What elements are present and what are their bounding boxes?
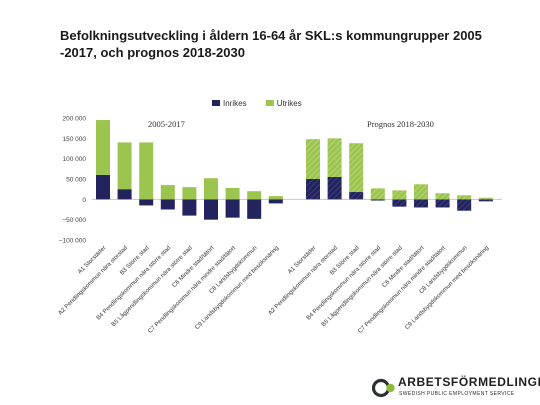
bar-inrikes — [392, 199, 407, 207]
logo-mark-icon — [372, 378, 395, 398]
bar-inrikes — [225, 199, 240, 218]
bar-inrikes — [247, 199, 262, 219]
stacked-bar-chart: 200 000 150 000 100 000 50 000 0 −50 000 −100 … — [58, 99, 502, 335]
y-tick-label: −100 000 — [59, 238, 87, 245]
bar-inrikes — [414, 199, 428, 208]
category-label: B5 Lågpendlingskommun nära större stad — [320, 244, 404, 328]
panel-label: Prognos 2018-2030 — [367, 119, 434, 129]
bar-utrikes — [435, 193, 450, 200]
bar-utrikes — [478, 197, 493, 200]
y-tick-label: 200 000 — [63, 116, 87, 123]
bar-utrikes — [160, 185, 175, 200]
category-label: C6 Mindre stad/tätort — [382, 245, 426, 289]
bar-inrikes — [478, 199, 493, 202]
y-tick-label: 150 000 — [63, 136, 87, 143]
bar-inrikes — [435, 199, 450, 208]
bar-utrikes — [182, 187, 197, 200]
category-label: C9 Landsbygdskommun med besöksnäring — [404, 245, 490, 331]
bar-inrikes — [182, 199, 197, 216]
bar-utrikes — [349, 143, 364, 193]
logo-tagline: SWEDISH PUBLIC EMPLOYMENT SERVICE — [399, 391, 515, 397]
bar-utrikes — [139, 142, 154, 200]
category-label: C6 Mindre stad/tätort — [172, 245, 216, 289]
logo-name: ARBETSFÖRMEDLINGEN — [398, 375, 540, 389]
bar-inrikes — [160, 199, 175, 210]
bar-utrikes — [96, 120, 110, 175]
bar-inrikes — [327, 176, 342, 200]
arbetsformedlingen-logo: ARBETSFÖRMEDLINGEN SWEDISH PUBLIC EMPLOY… — [372, 374, 540, 402]
y-tick-label: 100 000 — [63, 156, 87, 163]
panel-label: 2005-2017 — [148, 119, 185, 129]
bar-utrikes — [225, 187, 240, 200]
slide-title: Befolkningsutveckling i åldern 16-64 år … — [60, 28, 482, 60]
bar-inrikes — [306, 179, 320, 200]
category-label: C9 Landsbygdskommun med besöksnäring — [194, 245, 280, 331]
bar-utrikes — [204, 178, 218, 200]
bar-inrikes — [457, 199, 472, 211]
bar-utrikes — [414, 184, 428, 200]
bar-inrikes — [268, 199, 283, 204]
bar-inrikes — [96, 174, 110, 200]
bar-utrikes — [392, 190, 407, 200]
legend-swatch — [212, 100, 220, 106]
bar-utrikes — [370, 188, 385, 200]
bar-utrikes — [268, 196, 283, 200]
category-label: B5 Lågpendlingskommun nära större stad — [110, 244, 194, 328]
legend-swatch — [265, 100, 274, 106]
legend-label: Inrikes — [223, 99, 247, 108]
y-tick-label: 0 — [82, 197, 86, 204]
bar-utrikes — [247, 191, 262, 200]
legend-label: Utrikes — [277, 99, 302, 108]
bar-utrikes — [327, 138, 342, 177]
bar-utrikes — [306, 139, 320, 179]
bar-inrikes — [139, 199, 154, 206]
bar-utrikes — [117, 142, 132, 190]
bar-utrikes — [457, 195, 472, 200]
bar-inrikes — [204, 199, 218, 220]
y-tick-label: −50 000 — [62, 217, 86, 224]
bar-inrikes — [117, 189, 132, 200]
bar-inrikes — [370, 199, 385, 201]
bar-inrikes — [349, 192, 364, 200]
y-tick-label: 50 000 — [66, 177, 86, 184]
